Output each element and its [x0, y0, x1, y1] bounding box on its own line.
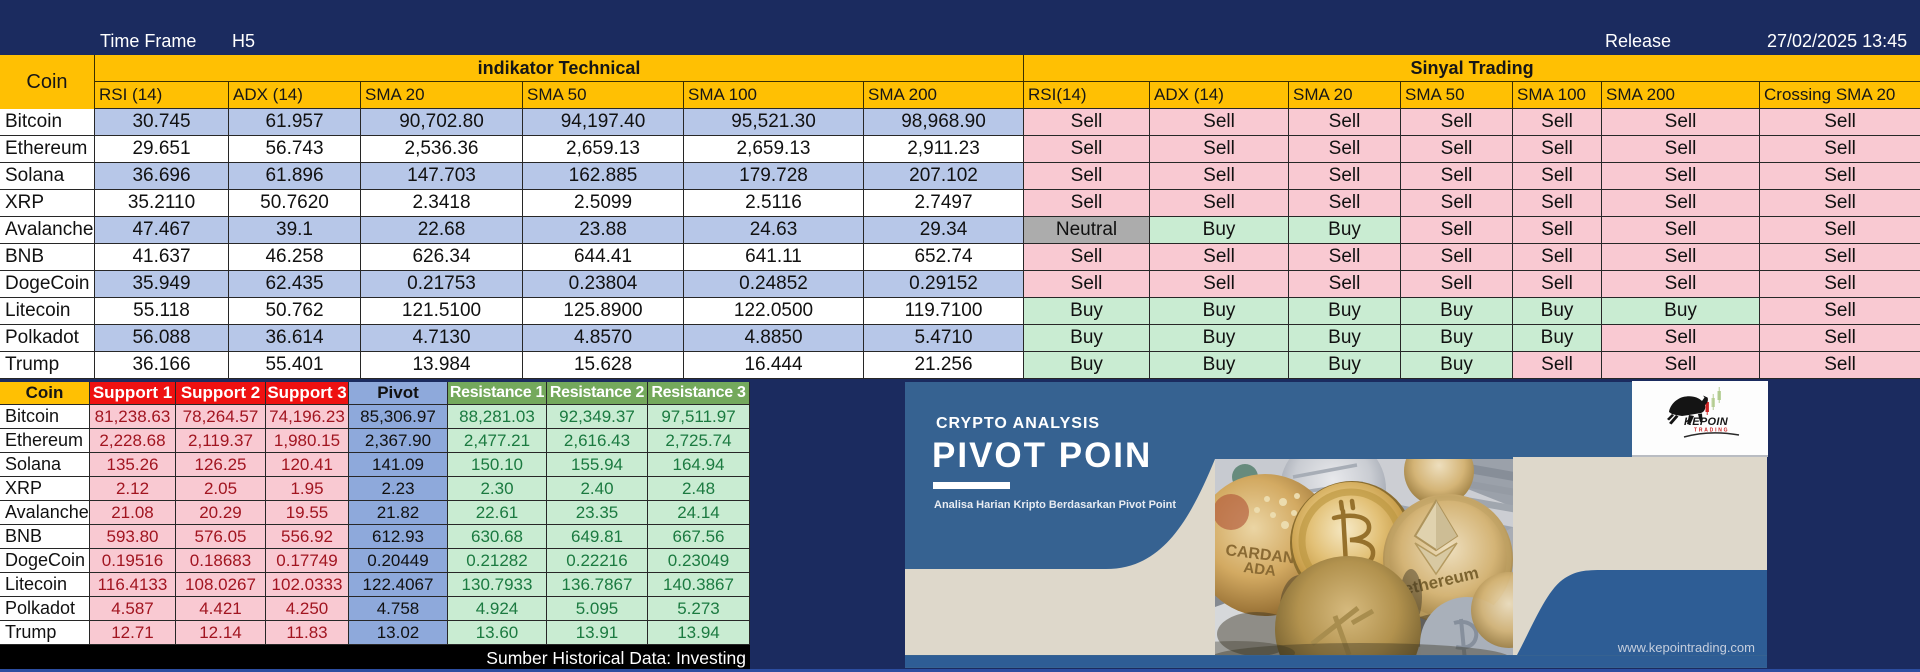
svg-text:KEPOIN: KEPOIN: [1684, 416, 1729, 428]
svg-text:ADA: ADA: [1243, 559, 1277, 580]
svg-text:TRADING: TRADING: [1694, 428, 1729, 434]
